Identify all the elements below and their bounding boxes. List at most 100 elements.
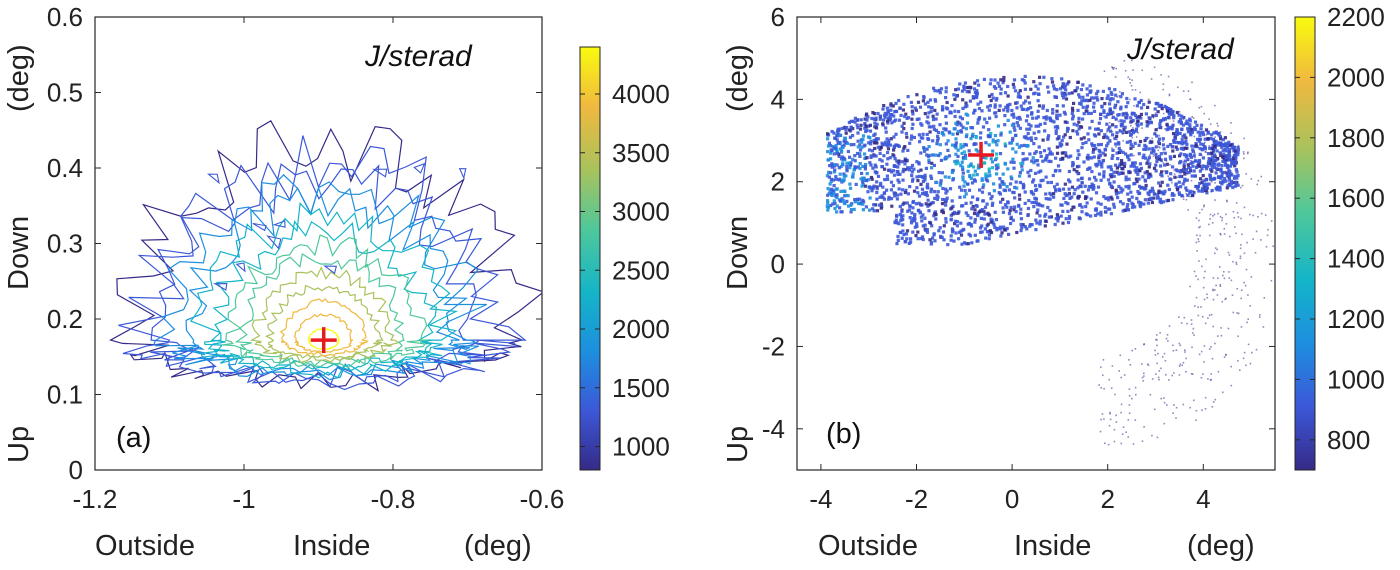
heat-cell (1019, 162, 1023, 166)
heat-cell (1214, 158, 1218, 162)
heat-cell (1193, 120, 1198, 124)
heat-cell (1138, 169, 1142, 173)
heat-speck (1183, 316, 1186, 319)
heat-speck (1108, 121, 1111, 124)
heat-cell (890, 121, 894, 125)
heat-cell (948, 187, 953, 191)
heat-cell (1099, 178, 1103, 182)
heat-cell (1228, 170, 1232, 174)
heat-cell (987, 135, 991, 139)
heat-cell (1196, 160, 1201, 164)
heat-cell (907, 208, 911, 212)
heat-speck (1176, 112, 1179, 115)
heat-cell (870, 116, 874, 121)
heat-speck (1260, 175, 1263, 178)
heat-cell (875, 197, 879, 201)
heat-cell (1200, 189, 1204, 193)
heat-cell (1143, 198, 1147, 202)
heat-speck (1157, 149, 1160, 152)
heat-speck (1217, 125, 1219, 127)
heat-cell (1119, 119, 1123, 123)
heat-speck (1235, 261, 1237, 264)
heat-cell (1132, 112, 1136, 116)
heat-cell (1135, 104, 1139, 108)
axes-a: -1.2 -1 -0.8 -0.600.10.20.30.40.50.6 (47, 2, 565, 514)
heat-cell (1145, 161, 1149, 165)
heat-cell (1121, 130, 1125, 134)
heat-cell (1216, 141, 1220, 145)
heat-speck (1146, 363, 1149, 365)
heat-speck (1165, 337, 1168, 340)
heat-cell (1170, 127, 1174, 131)
heat-cell (1077, 127, 1081, 131)
heat-cell (874, 165, 878, 169)
heat-cell (1119, 105, 1123, 109)
heat-cell (1129, 190, 1133, 194)
heat-cell (867, 148, 872, 152)
heat-cell (1191, 164, 1195, 168)
heat-cell (1201, 174, 1205, 178)
heat-cell (1042, 149, 1047, 153)
heat-cell (1078, 217, 1082, 221)
heat-cell (1152, 192, 1156, 196)
heat-cell (1146, 105, 1150, 109)
heat-speck (1166, 404, 1168, 406)
heat-speck (1214, 104, 1216, 107)
heat-cell (973, 208, 977, 212)
heat-speck (1172, 120, 1175, 122)
heat-cell (1199, 131, 1203, 135)
heat-speck (1246, 241, 1248, 244)
heat-cell (1049, 215, 1053, 219)
heat-speck (1134, 122, 1137, 125)
heat-cell (833, 163, 837, 167)
heat-cell (1046, 180, 1050, 185)
heat-cell (937, 153, 941, 158)
heat-cell (1023, 190, 1027, 194)
heat-cell (1220, 145, 1224, 149)
heat-cell (1218, 141, 1223, 145)
heat-cell (903, 240, 908, 244)
heat-cell (1106, 165, 1110, 169)
heat-speck (1208, 348, 1211, 350)
heat-cell (886, 121, 890, 125)
heat-cell (961, 98, 965, 102)
heat-cell (994, 218, 998, 222)
heat-cell (1058, 144, 1063, 148)
heat-cell (1032, 131, 1036, 135)
heat-cell (950, 143, 955, 147)
heat-cell (1204, 128, 1209, 132)
heat-cell (984, 236, 988, 240)
heat-cell (1160, 107, 1164, 111)
heat-cell (1030, 159, 1034, 163)
heat-cell (1131, 161, 1135, 165)
heat-cell (858, 197, 862, 201)
y-tick-label: -2 (762, 331, 785, 361)
heat-cell (904, 131, 908, 136)
heat-cell (977, 83, 981, 87)
heat-cell (885, 174, 889, 178)
contour-level (189, 202, 459, 379)
heat-cell (855, 123, 859, 127)
heat-speck (1163, 397, 1165, 399)
heat-cell (896, 234, 900, 239)
heat-cell (1137, 115, 1141, 119)
heat-cell (1023, 81, 1027, 85)
heat-cell (837, 178, 841, 182)
heat-cell (1134, 127, 1139, 131)
heat-cell (1229, 143, 1233, 147)
heat-cell (1222, 152, 1226, 156)
heat-cell (862, 200, 866, 204)
heat-cell (1175, 128, 1179, 132)
heat-cell (1030, 138, 1034, 142)
heat-speck (1109, 412, 1111, 415)
heat-speck (1219, 285, 1222, 287)
heat-cell (1055, 124, 1059, 129)
heat-cell (1008, 182, 1013, 186)
heat-cell (1086, 188, 1091, 192)
heat-cell (1095, 96, 1099, 100)
heat-cell (1053, 222, 1057, 227)
heat-cell (926, 137, 930, 141)
heat-cell (1061, 104, 1065, 108)
heat-cell (859, 118, 863, 122)
